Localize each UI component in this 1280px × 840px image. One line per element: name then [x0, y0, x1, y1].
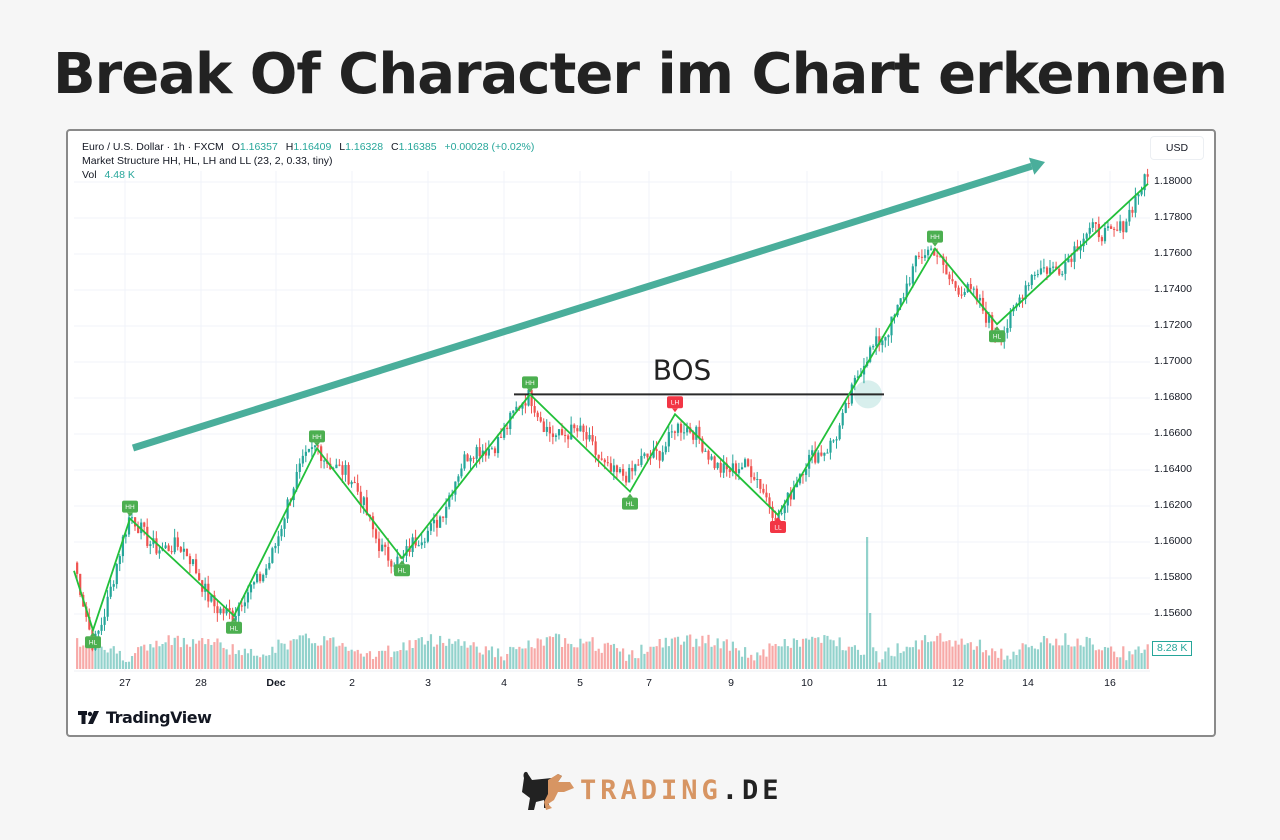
time-tick: 12	[952, 677, 964, 689]
bos-annotation: BOS	[514, 353, 884, 409]
marker-hh[interactable]: HH	[309, 430, 325, 447]
time-tick: 9	[728, 677, 734, 689]
symbol-name[interactable]: Euro / U.S. Dollar · 1h · FXCM	[82, 141, 224, 153]
price-tick: 1.15800	[1154, 571, 1192, 583]
svg-text:HH: HH	[125, 504, 135, 511]
marker-hl[interactable]: HL	[226, 617, 242, 634]
high-value: 1.16409	[293, 141, 332, 153]
candles	[76, 168, 1149, 652]
time-tick: 7	[646, 677, 652, 689]
price-tick: 1.17000	[1154, 355, 1192, 367]
marker-hl[interactable]: HL	[622, 493, 638, 510]
price-tick: 1.17800	[1154, 211, 1192, 223]
price-tick: 1.17600	[1154, 247, 1192, 259]
price-tick: 1.15600	[1154, 607, 1192, 619]
price-tick: 1.16600	[1154, 427, 1192, 439]
price-tick: 1.16400	[1154, 463, 1192, 475]
time-tick: 16	[1104, 677, 1116, 689]
chart-legend: Euro / U.S. Dollar · 1h · FXCM O1.16357 …	[82, 140, 534, 182]
marker-hl[interactable]: HL	[394, 560, 410, 577]
market-structure-line	[73, 183, 1149, 634]
price-tick: 1.17400	[1154, 283, 1192, 295]
brand-word-de: .DE	[721, 774, 783, 806]
time-tick: 3	[425, 677, 431, 689]
brand-word-trading: TRADING	[580, 774, 722, 806]
marker-lh[interactable]: LH	[667, 396, 683, 413]
svg-text:HH: HH	[525, 380, 535, 387]
change-value: +0.00028 (+0.02%)	[444, 141, 535, 153]
svg-text:LL: LL	[774, 525, 782, 532]
trend-arrow	[131, 157, 1045, 452]
volume-row[interactable]: Vol 4.48 K	[82, 169, 135, 181]
price-tick: 1.16800	[1154, 391, 1192, 403]
time-tick: 5	[577, 677, 583, 689]
marker-ll[interactable]: LL	[770, 517, 786, 533]
volume-badge: 8.28 K	[1152, 641, 1193, 656]
time-tick: 28	[195, 677, 207, 689]
close-value: 1.16385	[398, 141, 437, 153]
indicator-row[interactable]: Market Structure HH, HL, LH and LL (23, …	[82, 155, 333, 167]
bos-label: BOS	[653, 353, 712, 386]
time-tick: Dec	[266, 677, 286, 689]
svg-text:HL: HL	[230, 625, 239, 632]
tradingview-icon	[78, 710, 99, 724]
volume-value: 4.48 K	[104, 169, 135, 181]
marker-hh[interactable]: HH	[122, 500, 138, 517]
price-tick: 1.17200	[1154, 319, 1192, 331]
volume-bars	[76, 537, 1149, 669]
time-tick: 11	[876, 677, 888, 689]
tradingview-wordmark: TradingView	[106, 708, 212, 727]
symbol-row[interactable]: Euro / U.S. Dollar · 1h · FXCM O1.16357 …	[82, 141, 535, 153]
page-title: Break Of Character im Chart erkennen	[52, 42, 1228, 107]
structure-markers: HL HH HL HH HL HH HL LH LL HH HL	[85, 230, 1005, 649]
time-tick: 2	[349, 677, 355, 689]
marker-hh[interactable]: HH	[927, 230, 943, 247]
time-tick: 27	[119, 677, 131, 689]
low-value: 1.16328	[345, 141, 384, 153]
tradingview-logo[interactable]: TradingView	[78, 708, 212, 727]
svg-text:HL: HL	[89, 640, 98, 647]
svg-text:HH: HH	[930, 234, 940, 241]
tradingview-chart[interactable]: BOS HL HH HL HH HL HH HL LH LL HH HL Euro / U.S. Do…	[66, 129, 1216, 737]
open-value: 1.16357	[239, 141, 278, 153]
currency-button[interactable]: USD	[1150, 136, 1204, 160]
candlestick-chart[interactable]: BOS HL HH HL HH HL HH HL LH LL HH HL	[68, 131, 1214, 735]
time-tick: 10	[801, 677, 813, 689]
brand-logo[interactable]: TRADING .DE	[518, 768, 783, 812]
marker-hh[interactable]: HH	[522, 376, 538, 393]
bull-icon	[522, 771, 574, 810]
svg-text:LH: LH	[671, 400, 680, 407]
svg-text:HL: HL	[626, 501, 635, 508]
grid-lines	[74, 171, 1150, 672]
marker-hl[interactable]: HL	[989, 326, 1005, 343]
time-tick: 4	[501, 677, 507, 689]
svg-text:HL: HL	[398, 568, 407, 575]
marker-hl[interactable]: HL	[85, 632, 101, 649]
svg-text:HL: HL	[993, 334, 1002, 341]
price-tick: 1.18000	[1154, 175, 1192, 187]
svg-text:HH: HH	[312, 434, 322, 441]
price-tick: 1.16000	[1154, 535, 1192, 547]
price-tick: 1.16200	[1154, 499, 1192, 511]
time-tick: 14	[1022, 677, 1034, 689]
